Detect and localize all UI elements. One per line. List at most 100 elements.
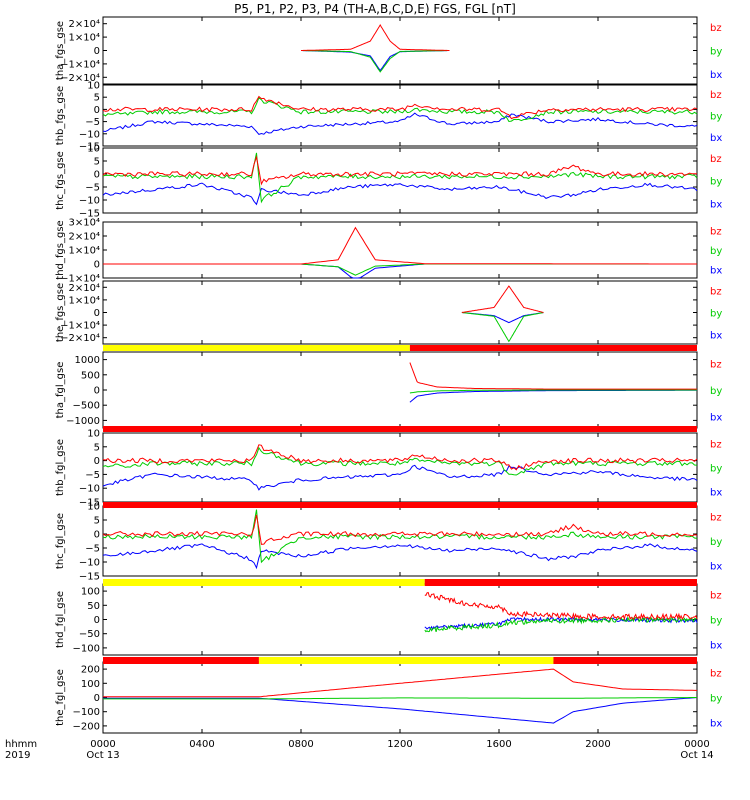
series-line-bz <box>102 155 698 186</box>
y-tick-label: 5 <box>94 157 100 168</box>
series-line-bx <box>103 697 698 724</box>
status-bar-segment <box>103 657 259 664</box>
y-tick-label: −15 <box>79 572 100 583</box>
legend-by: by <box>710 464 722 475</box>
legend-by: by <box>710 47 722 58</box>
series-line-by <box>424 616 698 633</box>
legend-bz: bz <box>710 359 722 370</box>
y-tick-label: 0 <box>94 260 100 271</box>
x-tick-label: 0000 <box>90 739 115 750</box>
y-tick-label: 3×10⁴ <box>69 218 100 229</box>
series-line-bx <box>301 50 450 72</box>
x-tick-label: 1600 <box>486 739 511 750</box>
legend-by: by <box>710 386 722 397</box>
y-axis-label: thc_fgl_gse <box>55 513 66 569</box>
y-tick-label: 0 <box>94 615 100 626</box>
y-tick-label: 5 <box>94 93 100 104</box>
y-tick-label: 0 <box>94 105 100 116</box>
y-tick-label: −10 <box>79 129 100 140</box>
y-tick-label: 500 <box>81 370 100 381</box>
y-axis-label: the_fgs_gse <box>55 283 66 342</box>
x-tick-label: 0000 <box>684 739 709 750</box>
y-tick-label: 0 <box>94 170 100 181</box>
legend-bz: bz <box>710 513 722 524</box>
legend-by: by <box>710 694 722 705</box>
series-line-by <box>102 509 698 564</box>
legend-bx: bx <box>710 266 722 277</box>
series-line-bz <box>102 444 698 471</box>
status-bar-segment <box>103 502 697 508</box>
status-bar-segment <box>103 345 410 351</box>
series-line-bz <box>461 285 544 313</box>
y-tick-label: −15 <box>79 142 100 153</box>
y-tick-label: 10 <box>87 81 100 92</box>
y-tick-label: 10 <box>87 429 100 440</box>
y-tick-label: −100 <box>73 707 100 718</box>
y-axis-label: thc_fgs_gse <box>55 151 66 210</box>
series-line-bz <box>103 226 697 265</box>
y-tick-label: −2×10⁴ <box>60 73 100 84</box>
legend-bx: bx <box>710 562 722 573</box>
y-tick-label: 1000 <box>75 355 100 366</box>
series-line-bx <box>102 112 698 135</box>
x-tick-label: 0400 <box>189 739 214 750</box>
series-line-bz <box>102 514 698 545</box>
y-tick-label: 2×10⁴ <box>69 232 100 243</box>
series-line-bx <box>102 464 698 491</box>
legend-bz: bz <box>710 90 722 101</box>
panel-frame <box>102 432 698 503</box>
legend-by: by <box>710 177 722 188</box>
status-bar-segment <box>103 579 425 586</box>
legend-by: by <box>710 112 722 123</box>
panel-frame <box>102 84 698 147</box>
series-line-bx <box>102 182 698 206</box>
series-line-bz <box>102 95 698 120</box>
legend-bx: bx <box>710 640 722 651</box>
y-tick-label: 2×10⁴ <box>69 19 100 30</box>
legend-by: by <box>710 309 722 320</box>
status-bar-segment <box>424 579 697 586</box>
y-tick-label: 10 <box>87 144 100 155</box>
y-tick-label: −1×10⁴ <box>60 59 100 70</box>
y-tick-label: −10 <box>79 484 100 495</box>
panel-frame <box>102 147 698 214</box>
series-line-bz <box>424 591 698 621</box>
y-axis-label: the_fgl_gse <box>55 669 66 726</box>
y-tick-label: −5 <box>85 183 100 194</box>
y-tick-label: −10 <box>79 196 100 207</box>
status-bar-segment <box>103 426 697 432</box>
series-line-bx <box>409 389 697 403</box>
y-tick-label: 0 <box>94 530 100 541</box>
legend-by: by <box>710 537 722 548</box>
series-line-by <box>103 697 697 700</box>
y-axis-label: thd_fgl_gse <box>55 591 66 648</box>
legend-bx: bx <box>710 70 722 81</box>
legend-bx: bx <box>710 199 722 210</box>
series-line-by <box>301 50 450 73</box>
legend-bx: bx <box>710 331 722 342</box>
legend-bz: bz <box>710 669 722 680</box>
legend-bz: bz <box>710 226 722 237</box>
x-tick-label: 2000 <box>585 739 610 750</box>
y-tick-label: −500 <box>73 401 100 412</box>
x-date-label: Oct 13 <box>86 750 119 761</box>
legend-bz: bz <box>710 154 722 165</box>
y-tick-label: −5 <box>85 470 100 481</box>
y-tick-label: 50 <box>87 601 100 612</box>
y-tick-label: 10 <box>87 502 100 513</box>
y-tick-label: 100 <box>81 679 100 690</box>
status-bar-segment <box>553 657 697 664</box>
y-tick-label: 2×10⁴ <box>69 283 100 294</box>
chart-title: P5, P1, P2, P3, P4 (TH-A,B,C,D,E) FGS, F… <box>234 2 516 16</box>
series-line-bz <box>103 668 697 698</box>
legend-bz: bz <box>710 439 722 450</box>
y-axis-label: thb_fgl_gse <box>55 439 66 496</box>
y-tick-label: −100 <box>73 643 100 654</box>
y-axis-label: thb_fgs_gse <box>55 86 66 145</box>
y-tick-label: 0 <box>94 386 100 397</box>
y-tick-label: −1×10⁴ <box>60 274 100 285</box>
y-tick-label: 0 <box>94 456 100 467</box>
y-axis-label: tha_fgl_gse <box>55 362 66 419</box>
series-line-bz <box>301 24 450 51</box>
x-date-label: Oct 14 <box>680 750 713 761</box>
